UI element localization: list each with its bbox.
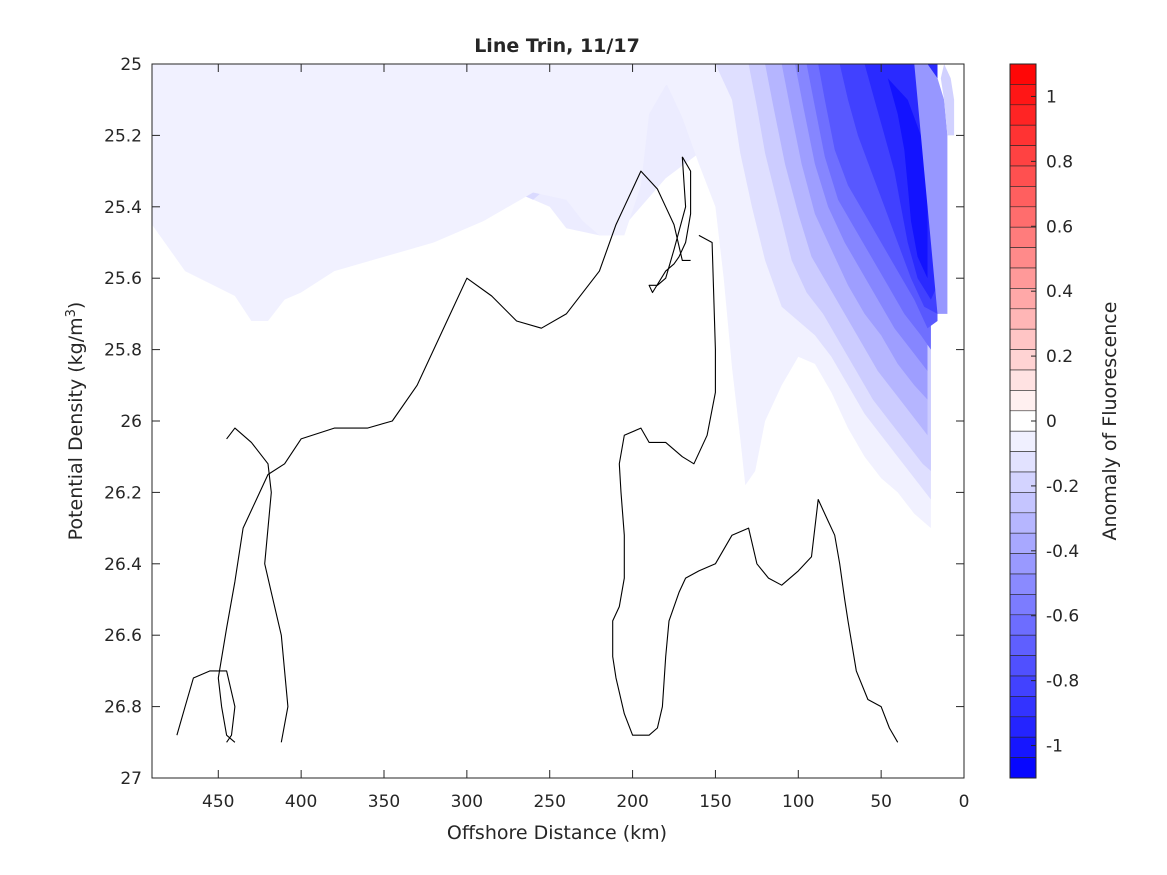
colorbar-swatch <box>1009 63 1037 85</box>
x-tick-label: 400 <box>285 792 317 812</box>
y-tick-label: 26.4 <box>104 555 142 575</box>
colorbar-swatch <box>1009 390 1037 412</box>
colorbar-tick-label: -0.2 <box>1046 477 1079 497</box>
x-tick-label: 200 <box>616 792 648 812</box>
y-tick-label: 26 <box>120 412 142 432</box>
y-axis: 25 25.2 25.4 25.6 25.8 26 26.2 26.4 26.6 26.8 27 <box>104 55 964 789</box>
colorbar-tick-label: 0.4 <box>1046 282 1073 302</box>
colorbar-swatch <box>1009 716 1037 738</box>
colorbar-ticks: 1 0.8 0.6 0.4 0.2 0 -0.2 -0.4 -0.6 -0.8 -1 <box>1031 87 1079 757</box>
y-axis-label-main: Potential Density (kg/m <box>65 317 87 540</box>
x-axis-label: Offshore Distance (km) <box>447 822 667 844</box>
colorbar-tick-label: -0.8 <box>1046 672 1079 692</box>
colorbar-swatch <box>1009 736 1037 758</box>
y-tick-label: 25.4 <box>104 198 142 218</box>
y-tick-label: 26.8 <box>104 698 142 718</box>
x-tick-label: 50 <box>870 792 892 812</box>
colorbar: 1 0.8 0.6 0.4 0.2 0 -0.2 -0.4 -0.6 -0.8 -1 <box>1009 63 1079 779</box>
x-tick-label: 250 <box>533 792 565 812</box>
colorbar-swatch <box>1009 267 1037 289</box>
colorbar-tick-label: 0.8 <box>1046 152 1073 172</box>
colorbar-swatch <box>1009 492 1037 514</box>
colorbar-swatch <box>1009 369 1037 391</box>
colorbar-swatch <box>1009 165 1037 187</box>
colorbar-swatch <box>1009 328 1037 350</box>
colorbar-swatch <box>1009 471 1037 493</box>
colorbar-swatch <box>1009 757 1037 779</box>
y-axis-label: Potential Density (kg/m3) <box>64 302 87 541</box>
y-tick-label: 25.2 <box>104 126 142 146</box>
colorbar-tick-label: 0 <box>1046 412 1057 432</box>
anomaly-regions <box>152 64 955 529</box>
y-axis-label-superscript: 3 <box>64 309 79 317</box>
colorbar-tick-label: 0.6 <box>1046 217 1073 237</box>
colorbar-tick-label: -0.4 <box>1046 542 1079 562</box>
colorbar-swatch <box>1009 124 1037 146</box>
colorbar-swatch <box>1009 206 1037 228</box>
colorbar-swatch <box>1009 655 1037 677</box>
colorbar-tick-label: 0.2 <box>1046 347 1073 367</box>
y-tick-label: 25.8 <box>104 341 142 361</box>
colorbar-swatch <box>1009 553 1037 575</box>
zero-contour-line-2 <box>217 170 691 743</box>
colorbar-swatch <box>1009 430 1037 452</box>
colorbar-swatch <box>1009 145 1037 167</box>
colorbar-swatch <box>1009 247 1037 269</box>
x-tick-label: 150 <box>699 792 731 812</box>
y-axis-label-close: ) <box>65 302 87 309</box>
y-tick-label: 26.6 <box>104 626 142 646</box>
colorbar-swatch <box>1009 675 1037 697</box>
colorbar-swatch <box>1009 308 1037 330</box>
colorbar-swatch <box>1009 451 1037 473</box>
colorbar-swatch <box>1009 696 1037 718</box>
anomaly-region-nearshore-16 <box>887 78 928 279</box>
x-tick-label: 300 <box>451 792 483 812</box>
zero-contours <box>176 156 899 743</box>
y-tick-label: 27 <box>120 769 142 789</box>
zero-contour-line-4 <box>226 427 289 743</box>
chart-title: Line Trin, 11/17 <box>474 35 640 57</box>
zero-contour-line-1 <box>612 234 899 743</box>
anomaly-region-nearshore-edge-18 <box>940 64 955 136</box>
colorbar-swatch <box>1009 349 1037 371</box>
colorbar-swatch <box>1009 573 1037 595</box>
colorbar-swatch <box>1009 614 1037 636</box>
colorbar-swatch <box>1009 634 1037 656</box>
zero-contour-line-0 <box>648 156 692 294</box>
colorbar-tick-label: -0.6 <box>1046 607 1079 627</box>
colorbar-swatch <box>1009 84 1037 106</box>
colorbar-label: Anomaly of Fluorescence <box>1099 302 1121 541</box>
colorbar-swatch <box>1009 594 1037 616</box>
x-tick-label: 450 <box>202 792 234 812</box>
y-tick-label: 25 <box>120 55 142 75</box>
colorbar-tick-label: -1 <box>1046 737 1063 757</box>
colorbar-tick-label: 1 <box>1046 87 1057 107</box>
colorbar-swatch <box>1009 104 1037 126</box>
x-tick-label: 0 <box>959 792 970 812</box>
anomaly-region-offshore-band-5 <box>152 64 699 321</box>
colorbar-swatch <box>1009 512 1037 534</box>
x-tick-label: 350 <box>368 792 400 812</box>
plot-area <box>151 63 965 779</box>
x-axis: 450 400 350 300 250 200 150 100 50 0 <box>202 64 969 812</box>
colorbar-swatch <box>1009 226 1037 248</box>
y-tick-label: 25.6 <box>104 269 142 289</box>
anomaly-region-nearshore-edge-17 <box>914 64 948 314</box>
colorbar-swatch <box>1009 186 1037 208</box>
x-tick-label: 100 <box>782 792 814 812</box>
y-tick-label: 26.2 <box>104 483 142 503</box>
zero-contour-line-3 <box>176 670 236 743</box>
